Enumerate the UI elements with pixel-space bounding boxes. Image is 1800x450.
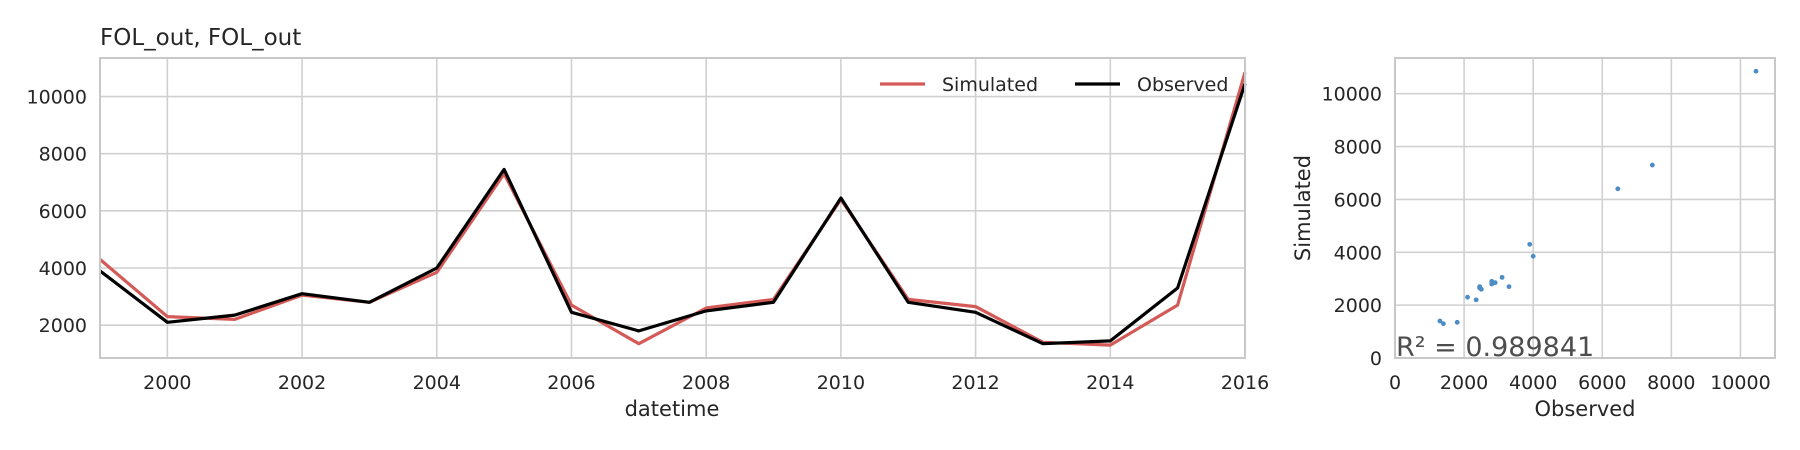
scatter-ylabel: Simulated xyxy=(1291,155,1315,261)
scatter-point xyxy=(1530,253,1536,259)
timeseries-ticks: 2000 2002 2004 2006 2008 2010 2012 2014 2016 2000… xyxy=(27,87,1270,394)
x-tick-label: 2010 xyxy=(817,372,865,394)
timeseries-series xyxy=(98,71,1247,347)
scatter-point xyxy=(1753,68,1759,74)
scatter-points xyxy=(1437,68,1759,327)
scatter-x-tick-label: 8000 xyxy=(1647,372,1695,394)
scatter-point xyxy=(1454,319,1460,325)
scatter-x-tick-label: 10000 xyxy=(1710,372,1770,394)
x-tick-label: 2000 xyxy=(143,372,191,394)
legend-label-observed: Observed xyxy=(1137,74,1228,96)
scatter-x-tick-label: 6000 xyxy=(1578,372,1626,394)
scatter-y-tick-label: 0 xyxy=(1370,348,1382,370)
scatter-point xyxy=(1615,186,1621,192)
scatter-grid xyxy=(1394,58,1775,359)
scatter-point xyxy=(1527,241,1533,247)
scatter-y-tick-label: 10000 xyxy=(1322,84,1382,106)
timeseries-panel: FOL_out, FOL_out 2000 2002 2004 2006 2008 201… xyxy=(27,25,1270,421)
x-tick-label: 2004 xyxy=(413,372,461,394)
scatter-x-tick-label: 2000 xyxy=(1440,372,1488,394)
scatter-point xyxy=(1440,321,1446,327)
scatter-y-tick-label: 6000 xyxy=(1334,189,1382,211)
y-tick-label: 10000 xyxy=(27,87,87,109)
legend-label-simulated: Simulated xyxy=(942,74,1038,96)
series-line-observed xyxy=(99,83,1247,346)
r-squared-annotation: R² = 0.989841 xyxy=(1396,332,1594,363)
x-tick-label: 2008 xyxy=(682,372,730,394)
scatter-y-tick-label: 4000 xyxy=(1334,242,1382,264)
timeseries-grid xyxy=(100,58,1246,358)
scatter-point xyxy=(1465,294,1470,300)
scatter-y-tick-label: 2000 xyxy=(1334,295,1382,317)
scatter-point xyxy=(1499,274,1505,280)
y-tick-label: 2000 xyxy=(39,315,87,337)
scatter-point xyxy=(1506,284,1512,290)
x-tick-label: 2016 xyxy=(1221,372,1269,394)
scatter-point xyxy=(1437,318,1443,324)
timeseries-legend: Simulated Observed xyxy=(880,74,1228,96)
scatter-point xyxy=(1473,297,1479,303)
scatter-y-tick-label: 8000 xyxy=(1334,137,1382,159)
scatter-xlabel: Observed xyxy=(1534,397,1635,421)
scatter-point xyxy=(1477,284,1483,290)
scatter-frame xyxy=(1394,57,1776,359)
timeseries-frame xyxy=(99,57,1246,359)
scatter-panel: 0 2000 4000 6000 8000 10000 0 2000 4000 6000 8000 1… xyxy=(1291,57,1776,421)
y-tick-label: 6000 xyxy=(39,201,87,223)
y-tick-label: 4000 xyxy=(39,258,87,280)
timeseries-xlabel: datetime xyxy=(625,397,720,421)
scatter-point xyxy=(1649,162,1655,168)
x-tick-label: 2006 xyxy=(547,372,595,394)
x-tick-label: 2012 xyxy=(951,372,999,394)
x-tick-label: 2002 xyxy=(278,372,326,394)
y-tick-label: 8000 xyxy=(39,144,87,166)
scatter-ticks: 0 2000 4000 6000 8000 10000 0 2000 4000 6000 8000 1… xyxy=(1322,84,1771,394)
scatter-point xyxy=(1492,280,1498,286)
timeseries-title: FOL_out, FOL_out xyxy=(100,25,301,51)
x-tick-label: 2014 xyxy=(1086,372,1134,394)
scatter-x-tick-label: 0 xyxy=(1389,372,1401,394)
scatter-x-tick-label: 4000 xyxy=(1509,372,1557,394)
